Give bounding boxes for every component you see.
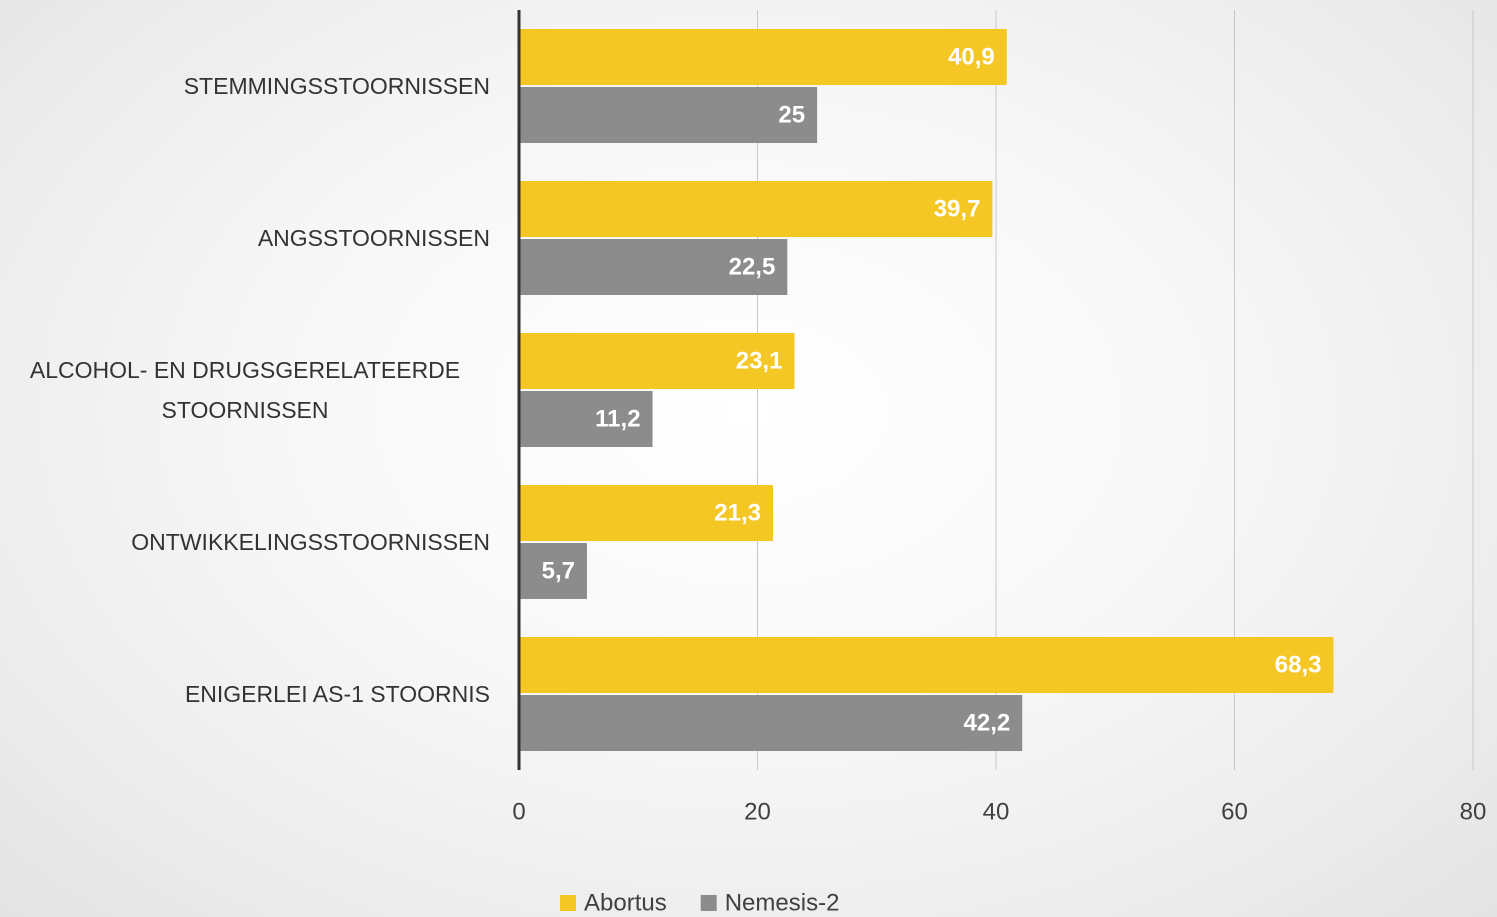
bar [519, 543, 587, 599]
data-label: 68,3 [1275, 651, 1322, 678]
y-tick-label: ANGSSTOORNISSEN [257, 225, 490, 251]
bar [519, 391, 653, 447]
data-label: 23,1 [736, 347, 783, 374]
y-tick-label: ALCOHOL- EN DRUGSGERELATEERDE STOORNISSE… [29, 357, 461, 423]
data-label: 5,7 [542, 557, 575, 584]
data-label: 11,2 [595, 405, 640, 432]
data-label: 40,9 [948, 43, 995, 70]
bar [519, 695, 1023, 751]
legend-swatch [700, 895, 717, 911]
data-label: 25 [778, 101, 805, 128]
bar [519, 637, 1334, 693]
bar [519, 29, 1007, 85]
bar [519, 239, 788, 295]
data-label: 42,2 [964, 709, 1011, 736]
legend-label: Nemesis-2 [725, 889, 840, 916]
x-tick-label: 20 [744, 798, 771, 825]
bar [519, 181, 993, 237]
bar [519, 87, 818, 143]
y-tick-label: STEMMINGSSTOORNISSEN [183, 73, 490, 99]
x-tick-label: 80 [1460, 798, 1487, 825]
data-label: 21,3 [714, 499, 761, 526]
x-tick-label: 0 [512, 798, 525, 825]
y-tick-label: ONTWIKKELINGSSTOORNISSEN [131, 529, 490, 555]
data-label: 22,5 [729, 253, 776, 280]
data-label: 39,7 [934, 195, 981, 222]
bar [519, 485, 774, 541]
x-tick-label: 60 [1221, 798, 1248, 825]
x-tick-label: 40 [983, 798, 1010, 825]
legend-swatch [560, 895, 576, 911]
y-tick-label: ENIGERLEI AS-1 STOORNIS [184, 681, 490, 707]
legend-label: Abortus [584, 889, 667, 916]
bar [519, 333, 795, 389]
